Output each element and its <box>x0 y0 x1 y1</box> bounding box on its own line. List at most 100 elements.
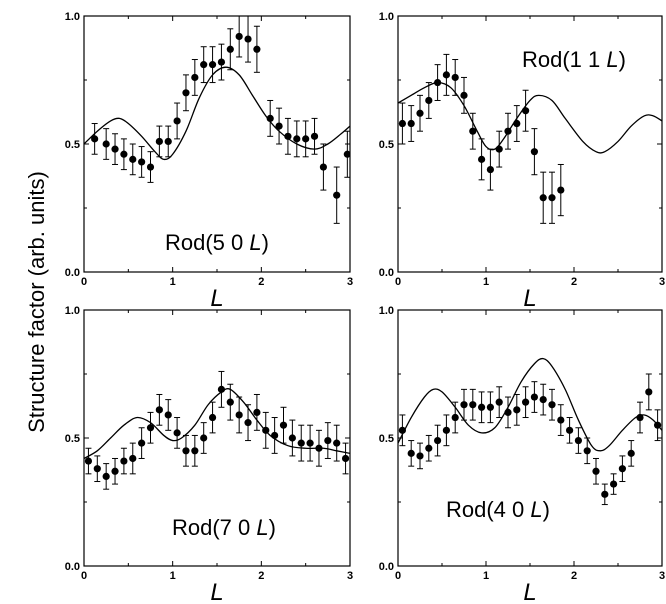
x-tick-label: 1 <box>483 276 489 288</box>
data-point <box>513 406 521 414</box>
data-point <box>284 132 292 140</box>
data-point <box>266 114 274 122</box>
data-point <box>513 119 521 128</box>
data-point <box>486 166 494 174</box>
x-tick-label: 2 <box>258 570 264 582</box>
fit-curve <box>398 357 662 452</box>
data-point <box>310 132 319 140</box>
x-axis-label: L <box>210 579 223 604</box>
y-tick-label: 0.0 <box>65 561 80 573</box>
data-point <box>504 408 512 416</box>
data-point <box>548 401 556 409</box>
data-point <box>129 454 137 463</box>
data-point <box>627 449 635 457</box>
data-point <box>200 434 208 442</box>
x-tick-label: 3 <box>347 276 353 288</box>
data-point <box>530 393 539 401</box>
data-point <box>645 388 653 396</box>
data-point <box>102 140 110 148</box>
data-point <box>592 467 600 475</box>
data-point <box>271 431 279 440</box>
fit-curve <box>84 388 350 460</box>
data-point <box>302 135 310 143</box>
y-tick-label: 1.0 <box>379 305 394 317</box>
data-point <box>478 403 486 411</box>
data-point <box>164 137 172 146</box>
panel-title: Rod(7 0 L) <box>172 515 276 540</box>
data-point <box>120 150 128 158</box>
data-point <box>451 413 459 422</box>
data-point <box>235 32 243 41</box>
data-point <box>469 127 477 135</box>
data-point <box>416 109 424 117</box>
y-tick-label: 0.0 <box>65 267 80 279</box>
data-point <box>434 436 442 445</box>
y-tick-label: 0.0 <box>379 267 394 279</box>
data-point <box>146 424 155 432</box>
data-point <box>460 401 468 409</box>
plot-area <box>398 357 662 506</box>
data-point <box>442 71 450 79</box>
data-point <box>416 452 424 460</box>
data-point <box>469 401 477 409</box>
x-tick-label: 1 <box>170 570 176 582</box>
data-point <box>522 398 530 406</box>
data-point <box>275 122 283 130</box>
data-point <box>293 135 301 143</box>
data-point <box>111 467 119 475</box>
x-tick-label: 2 <box>571 276 577 288</box>
data-point <box>601 490 609 498</box>
data-point <box>574 436 583 445</box>
x-axis-label: L <box>523 579 536 604</box>
data-point <box>636 413 644 422</box>
data-point <box>93 465 101 473</box>
data-point <box>434 78 442 87</box>
data-point <box>530 148 539 156</box>
data-point <box>333 439 341 447</box>
x-axis-label: L <box>210 285 223 312</box>
data-point <box>548 194 556 202</box>
x-tick-label: 0 <box>395 570 401 582</box>
y-tick-label: 0.5 <box>65 139 80 151</box>
x-tick-label: 1 <box>483 570 489 582</box>
data-point <box>253 408 261 416</box>
data-point <box>217 58 226 66</box>
data-point <box>111 145 119 153</box>
panel-title: Rod(1 1 L) <box>522 47 626 72</box>
data-point <box>91 135 99 143</box>
y-tick-label: 0.5 <box>65 433 80 445</box>
data-point <box>129 155 137 163</box>
data-point <box>425 444 433 452</box>
data-point <box>226 45 234 53</box>
data-point <box>522 107 530 115</box>
data-point <box>244 419 252 427</box>
x-tick-label: 1 <box>170 276 176 288</box>
y-tick-label: 1.0 <box>65 11 80 23</box>
y-tick-label: 0.0 <box>379 561 394 573</box>
y-axis-label: Structure factor (arb. units) <box>24 171 49 433</box>
data-point <box>235 411 243 419</box>
data-point <box>486 403 494 411</box>
y-tick-label: 1.0 <box>379 11 394 23</box>
data-point <box>566 426 574 434</box>
data-point <box>200 61 208 69</box>
data-point <box>343 150 350 158</box>
data-point <box>557 416 565 424</box>
data-point <box>654 421 662 429</box>
data-point <box>155 137 163 146</box>
data-point <box>173 429 181 437</box>
data-point <box>341 454 350 463</box>
data-point <box>173 117 181 125</box>
data-point <box>120 457 128 465</box>
panel-0: 0 1 2 3 0.0 0.5 1.0 L Rod(5 0 L) <box>65 11 353 312</box>
data-point <box>398 119 406 128</box>
panel-3: 0 1 2 3 0.0 0.5 1.0 L Rod(4 0 L) <box>379 305 665 604</box>
data-point <box>84 457 93 465</box>
data-point <box>407 119 415 128</box>
data-point <box>319 163 327 171</box>
data-point <box>460 91 468 99</box>
panel-title: Rod(4 0 L) <box>446 497 550 522</box>
data-point <box>407 449 415 457</box>
data-point <box>306 439 314 447</box>
